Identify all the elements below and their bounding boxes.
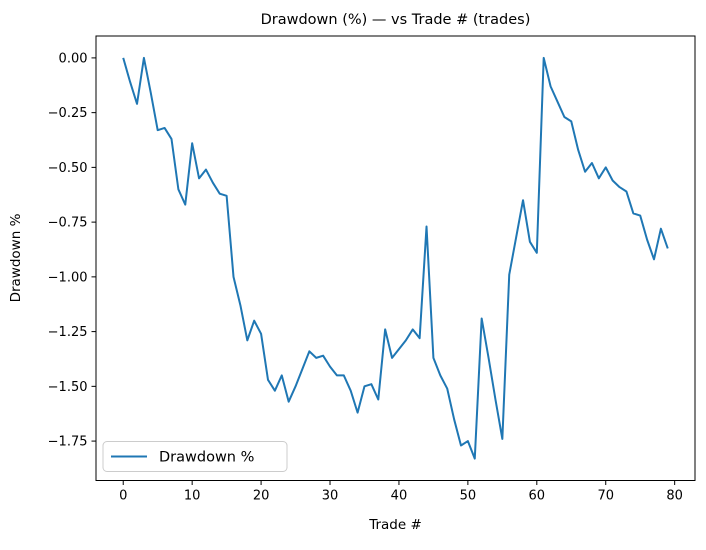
y-tick-label: −1.25 — [48, 325, 88, 340]
x-tick-label: 30 — [322, 489, 339, 504]
drawdown-series-line — [122, 56, 669, 460]
x-tick-label: 20 — [253, 489, 270, 504]
x-tick-label: 10 — [184, 489, 201, 504]
x-tick-label: 70 — [597, 489, 614, 504]
x-axis-label: Trade # — [368, 517, 422, 533]
y-tick-label: 0.00 — [59, 51, 88, 66]
x-tick-label: 0 — [119, 489, 127, 504]
y-axis-ticks: 0.00 −0.25 −0.50 −0.75 −1.00 −1.25 −1.50 −1.75 — [48, 51, 96, 450]
legend-label: Drawdown % — [159, 450, 254, 466]
legend-box — [102, 441, 288, 472]
legend: Drawdown % — [102, 441, 288, 472]
x-tick-label: 80 — [666, 489, 683, 504]
y-axis-label: Drawdown % — [8, 213, 24, 302]
y-tick-label: −0.25 — [48, 106, 88, 121]
chart-title: Drawdown (%) — vs Trade # (trades) — [261, 12, 531, 28]
x-tick-label: 60 — [529, 489, 546, 504]
y-tick-label: −1.50 — [48, 380, 88, 395]
y-tick-label: −0.50 — [48, 161, 88, 176]
y-tick-label: −1.00 — [48, 270, 88, 285]
y-tick-label: −0.75 — [48, 216, 88, 231]
plot-area-spines — [95, 35, 696, 481]
x-tick-label: 40 — [391, 489, 408, 504]
x-axis-ticks: 0 10 20 30 40 50 60 70 80 — [119, 480, 683, 504]
y-tick-label: −1.75 — [48, 435, 88, 450]
x-tick-label: 50 — [460, 489, 477, 504]
